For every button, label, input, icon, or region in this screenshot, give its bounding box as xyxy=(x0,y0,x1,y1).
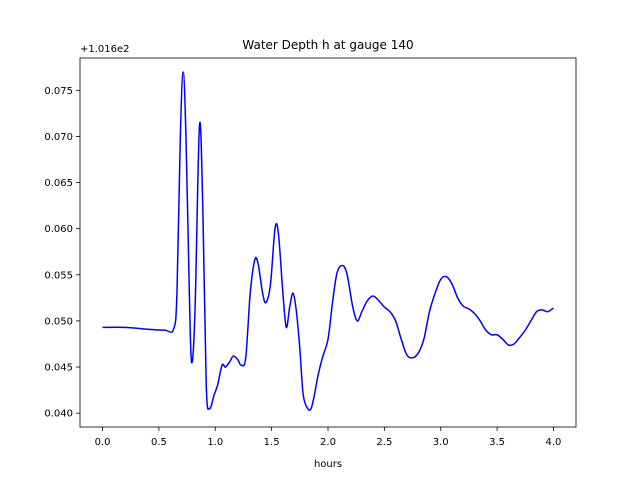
x-tick-label: 0.5 xyxy=(151,437,167,448)
y-tick-label: 0.070 xyxy=(44,132,73,143)
x-tick-label: 3.0 xyxy=(433,437,449,448)
x-tick-label: 2.5 xyxy=(376,437,392,448)
y-tick-label: 0.060 xyxy=(44,224,73,235)
y-axis-ticks: 0.040 0.045 0.050 0.055 0.060 0.065 0.070 0.075 xyxy=(44,86,80,420)
x-axis-ticks: 0.0 0.5 1.0 1.5 2.0 2.5 3.0 3.5 4.0 xyxy=(95,427,562,448)
x-tick-label: 1.0 xyxy=(207,437,223,448)
y-tick-label: 0.055 xyxy=(44,270,73,281)
y-axis-offset-label: +1.016e2 xyxy=(80,44,130,55)
x-tick-label: 0.0 xyxy=(95,437,111,448)
series-line xyxy=(102,71,554,412)
y-tick-label: 0.075 xyxy=(44,86,73,97)
x-tick-label: 2.0 xyxy=(320,437,336,448)
x-tick-label: 4.0 xyxy=(546,437,562,448)
y-tick-label: 0.065 xyxy=(44,178,73,189)
chart-title: Water Depth h at gauge 140 xyxy=(242,38,413,52)
y-tick-label: 0.045 xyxy=(44,363,73,374)
x-tick-label: 1.5 xyxy=(264,437,280,448)
plot-frame xyxy=(79,57,577,428)
y-tick-label: 0.040 xyxy=(44,409,73,420)
x-axis-label: hours xyxy=(314,459,342,470)
x-tick-label: 3.5 xyxy=(489,437,505,448)
y-tick-label: 0.050 xyxy=(44,316,73,327)
